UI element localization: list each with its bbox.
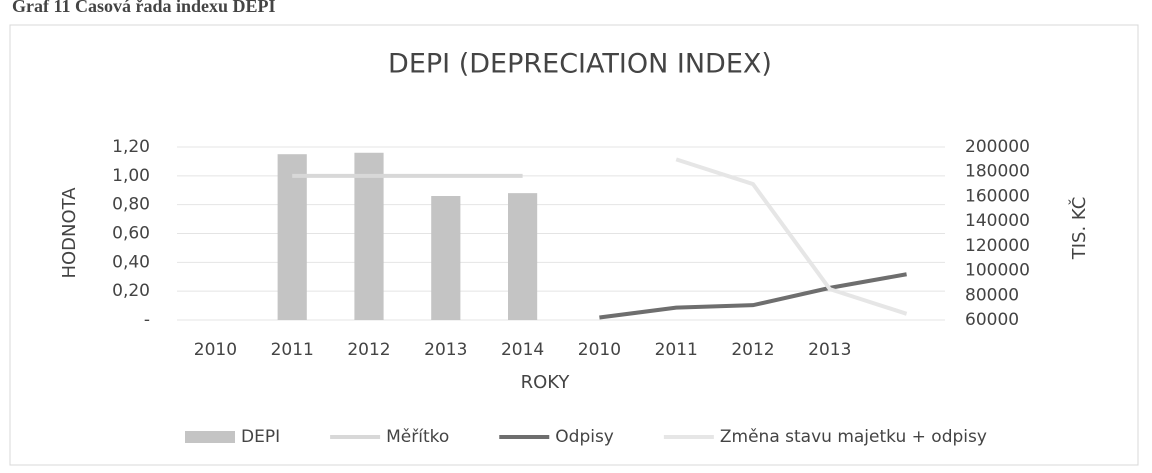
x-tick-label: 2010	[194, 340, 237, 360]
y2-tick-label: 60000	[965, 310, 1019, 330]
x-tick-label: 2013	[808, 340, 851, 360]
bar	[277, 154, 307, 320]
y-tick-label: 0,40	[112, 252, 150, 272]
y2-tick-label: 120000	[965, 236, 1030, 256]
legend-label: Odpisy	[555, 427, 614, 447]
x-tick-label: 2011	[655, 340, 698, 360]
y2-tick-label: 180000	[965, 162, 1030, 182]
x-tick-label: 2012	[731, 340, 774, 360]
legend-label: DEPI	[241, 427, 280, 447]
y-tick-label: 1,20	[112, 137, 150, 157]
line	[599, 272, 907, 320]
y-tick-label: 0,80	[112, 195, 150, 215]
legend-label: Změna stavu majetku + odpisy	[720, 427, 987, 447]
y2-axis-label: TIS. KČ	[1068, 197, 1090, 261]
bar	[354, 152, 384, 320]
x-axis-label: ROKY	[521, 372, 571, 393]
y-axis-label: HODNOTA	[59, 187, 80, 279]
chart-title: DEPI (DEPRECIATION INDEX)	[388, 49, 772, 80]
legend-swatch	[185, 431, 235, 443]
y2-tick-label: 100000	[965, 261, 1030, 281]
x-tick-label: 2012	[347, 340, 390, 360]
y2-tick-label: 200000	[965, 137, 1030, 157]
chart-frame	[9, 24, 1139, 466]
y-tick-label: 0,20	[112, 281, 150, 301]
x-tick-label: 2014	[501, 340, 544, 360]
y2-tick-label: 140000	[965, 211, 1030, 231]
x-tick-label: 2010	[578, 340, 621, 360]
heading: Graf 11 Časová řada indexu DEPI	[12, 0, 276, 16]
y-tick-label: -	[144, 310, 150, 330]
x-tick-label: 2011	[271, 340, 314, 360]
legend-label: Měřítko	[386, 427, 449, 447]
y-tick-label: 0,60	[112, 224, 150, 244]
bar	[508, 193, 538, 320]
y-tick-label: 1,00	[112, 166, 150, 186]
y2-tick-label: 80000	[965, 285, 1019, 305]
bar	[431, 196, 461, 320]
x-tick-label: 2013	[424, 340, 467, 360]
y2-tick-label: 160000	[965, 186, 1030, 206]
line	[675, 157, 908, 316]
